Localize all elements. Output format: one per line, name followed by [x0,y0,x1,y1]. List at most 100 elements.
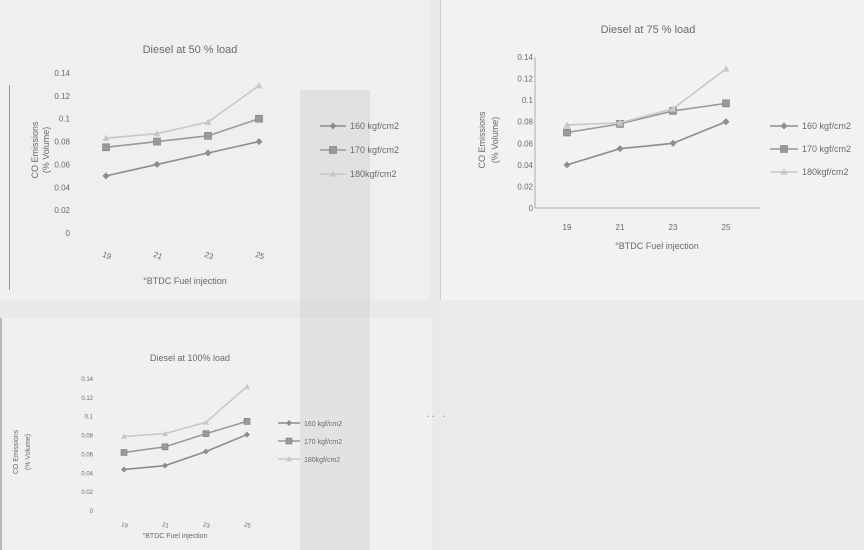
data-point [121,466,127,473]
x-tick-label: 21 [152,250,164,262]
legend-label: 180kgf/cm2 [802,167,849,177]
y-tick-label: 0.08 [517,118,533,127]
y-tick-label: 0.08 [81,434,93,440]
data-point [153,130,161,137]
x-tick-label: 23 [203,250,215,262]
data-point [121,433,127,439]
legend-marker [780,122,788,130]
x-tick-label: 23 [202,522,211,530]
y-tick-label: 0.04 [54,183,70,192]
x-tick-label: 19 [101,250,113,262]
legend-marker [329,122,337,130]
y-tick-label: 0.06 [517,139,533,148]
data-point [255,138,263,146]
x-tick-label: 21 [616,223,625,232]
stray-mark: ·· · [425,412,447,422]
y-tick-label: 0.12 [81,396,93,402]
y-tick-label: 0.02 [54,206,70,215]
x-axis-label: °BTDC Fuel injection [142,532,207,540]
scan-divider-strip [300,90,370,550]
y-tick-label: 0.1 [522,96,534,105]
series-line [123,385,248,438]
legend-marker [286,420,292,426]
legend-label: 170 kgf/cm2 [304,439,342,446]
data-point [204,149,212,157]
chart-3: Diesel at 100% load 0.14 0.12 0.1 0.08 0.06 0.… [13,353,342,540]
series-line [566,120,727,166]
y-axis-label-line: (% Volume) [490,117,500,164]
legend-label: 180kgf/cm2 [304,457,340,464]
scan-panel-top-right [440,0,864,300]
legend-label: 160 kgf/cm2 [802,121,851,131]
data-point [244,431,250,438]
y-tick-label: 0.06 [54,160,70,169]
legend-marker [329,170,337,177]
data-point [202,430,210,437]
x-tick-label: 25 [254,250,266,262]
y-axis-label-line: (% Volume) [41,127,51,174]
y-tick-label: 0.14 [54,69,70,78]
data-point [203,419,209,425]
x-tick-label: 25 [243,522,252,530]
y-tick-label: 0.02 [517,182,533,191]
y-tick-label: 0.04 [81,471,93,477]
series-line [105,84,260,139]
data-point [153,160,161,168]
data-point [669,139,677,147]
scan-panel-top-left [0,0,430,300]
x-tick-label: 19 [563,223,572,232]
data-point [243,418,251,425]
data-point [616,145,624,153]
y-tick-label: 0.1 [85,415,94,421]
y-tick-label: 0 [90,509,94,515]
legend-label: 160 kgf/cm2 [304,421,342,428]
y-axis-label-line: (% Volume) [25,434,32,470]
x-tick-label: 21 [161,522,170,530]
data-point [120,449,128,456]
legend-marker [329,146,337,154]
data-point [204,118,212,125]
data-point [161,443,169,451]
data-point [204,132,212,140]
data-point [563,161,571,169]
scan-panel-bottom-right [440,300,864,550]
data-point [563,128,571,137]
y-tick-label: 0.14 [81,377,93,383]
x-tick-label: 25 [722,223,731,232]
y-tick-label: 0 [529,204,534,213]
y-tick-label: 0.12 [517,75,533,84]
data-point [616,119,624,126]
data-point [669,105,677,112]
x-tick-label: 19 [120,522,129,530]
legend-marker [286,456,292,462]
series-line [123,433,248,471]
data-point [102,143,110,152]
series-line [566,102,727,134]
chart-title: Diesel at 75 % load [601,24,696,36]
series-line [123,420,248,454]
y-tick-label: 0.08 [54,138,70,147]
data-point [162,430,168,437]
y-axis-label-line: CO Emissions [477,111,487,169]
y-tick-label: 0 [66,229,71,238]
y-axis-label-line: CO Emissions [13,429,20,474]
series-line [105,140,260,177]
data-point [563,121,571,128]
y-axis-label-line: CO Emissions [30,121,40,179]
data-point [162,462,168,469]
data-point [203,448,209,455]
data-point [255,114,263,123]
x-tick-label: 23 [669,223,678,232]
data-point [255,82,263,89]
legend-label: 180kgf/cm2 [350,169,397,179]
scan-panel-bottom-left [0,318,432,550]
scan-left-edge [9,85,10,290]
legend-marker [285,437,293,445]
data-point [153,137,161,146]
chart-title: Diesel at 50 % load [143,44,238,56]
x-axis-label: °BTDC Fuel injection [615,241,699,251]
data-point [722,65,730,72]
legend-label: 170 kgf/cm2 [802,144,851,154]
y-tick-label: 0.04 [517,161,533,170]
